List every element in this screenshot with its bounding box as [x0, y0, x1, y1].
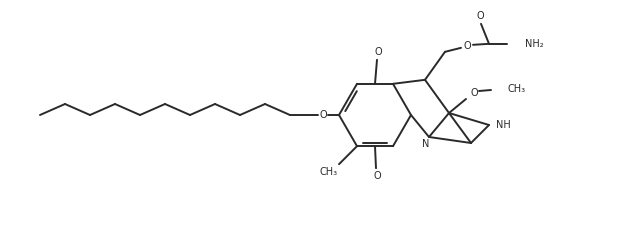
- Text: O: O: [319, 110, 327, 120]
- Text: O: O: [476, 11, 484, 21]
- Text: N: N: [422, 139, 430, 149]
- Text: NH₂: NH₂: [525, 39, 543, 49]
- Text: O: O: [470, 88, 478, 98]
- Text: CH₃: CH₃: [320, 167, 338, 177]
- Text: CH₃: CH₃: [508, 84, 526, 94]
- Text: O: O: [373, 171, 381, 181]
- Text: O: O: [463, 41, 471, 51]
- Text: NH: NH: [496, 120, 511, 130]
- Text: O: O: [374, 47, 382, 57]
